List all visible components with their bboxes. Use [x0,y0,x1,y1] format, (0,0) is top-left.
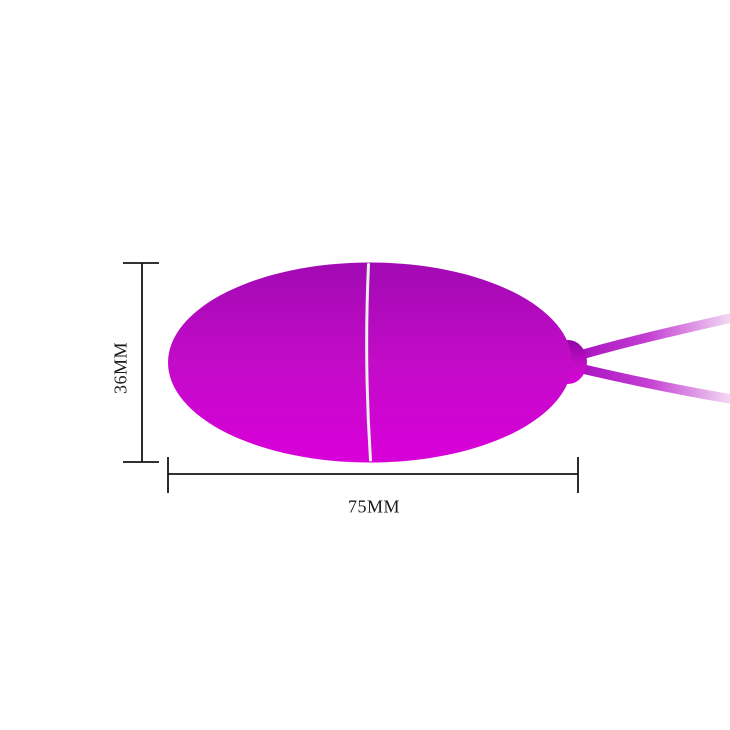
height-dimension-label: 36MM [110,341,131,395]
cords [565,313,730,404]
cord-lower [565,361,730,404]
width-dimension-label: 75MM [347,496,401,517]
egg-body [168,262,572,463]
width-dimension [167,457,579,493]
cord-upper [565,313,730,363]
egg-seam-line [365,263,372,462]
height-dimension [123,262,159,463]
